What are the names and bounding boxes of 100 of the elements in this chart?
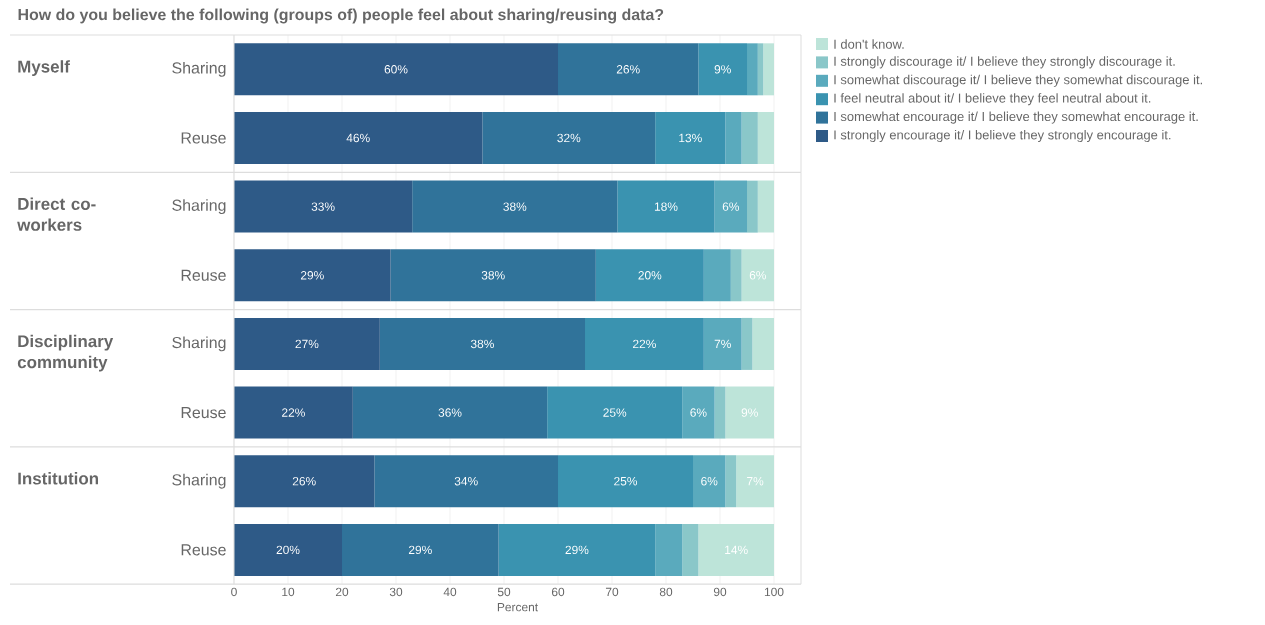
data-label: 34% xyxy=(454,477,478,486)
bar xyxy=(617,180,715,233)
bar xyxy=(747,43,758,96)
y-tick-label: Reuse xyxy=(181,544,226,556)
data-label: 32% xyxy=(557,133,581,143)
data-label: 6% xyxy=(690,408,707,417)
data-label: 38% xyxy=(470,339,494,349)
data-label: 14% xyxy=(725,545,748,555)
bar xyxy=(693,455,726,508)
x-tick-label: 30 xyxy=(389,587,403,597)
bar xyxy=(703,249,731,302)
bar xyxy=(234,249,391,302)
bar xyxy=(374,455,558,508)
y-tick-label: Sharing xyxy=(172,336,226,352)
bar xyxy=(752,317,775,370)
data-label: 25% xyxy=(614,477,638,486)
chart-title: How do you believe the following (groups of) people feel about sharing/reusing data? xyxy=(18,8,664,24)
legend-label: I somewhat discourage it/ I believe they somewhat discourage it. xyxy=(834,74,1202,87)
data-label: 20% xyxy=(638,271,662,280)
bar xyxy=(352,386,548,439)
bar xyxy=(682,523,699,576)
bar xyxy=(725,386,775,439)
data-label: 22% xyxy=(633,339,656,349)
bar xyxy=(736,455,775,508)
bar xyxy=(703,317,742,370)
bar xyxy=(655,523,683,576)
y-tick-label: Sharing xyxy=(172,61,226,77)
legend-label: I don't know. xyxy=(834,39,904,49)
bar xyxy=(741,317,753,370)
data-label: 6% xyxy=(701,477,718,486)
y-axis-title: Institution xyxy=(18,472,98,485)
bar xyxy=(714,386,726,439)
bar xyxy=(714,180,748,233)
bar xyxy=(757,111,775,164)
bar xyxy=(747,180,758,233)
data-label: 26% xyxy=(616,65,640,74)
bar xyxy=(682,386,715,439)
data-label: 25% xyxy=(603,408,627,417)
bar xyxy=(558,455,694,508)
data-label: 7% xyxy=(747,477,764,486)
bar xyxy=(234,523,342,576)
x-axis-title: Percent xyxy=(497,603,539,612)
data-label: 6% xyxy=(722,202,740,211)
bar xyxy=(412,180,618,233)
data-label: 29% xyxy=(565,545,589,555)
bar xyxy=(585,317,704,370)
legend-label: I strongly discourage it/ I believe they strongly discourage it. xyxy=(834,56,1175,69)
data-label: 22% xyxy=(282,408,305,417)
bar xyxy=(342,523,499,576)
data-label: 20% xyxy=(276,545,300,555)
bar xyxy=(390,249,596,302)
bar xyxy=(234,455,375,508)
data-label: 38% xyxy=(481,271,505,280)
data-label: 27% xyxy=(295,339,319,349)
x-tick-label: 50 xyxy=(497,587,511,597)
bar xyxy=(558,43,699,96)
bar xyxy=(730,249,742,302)
bar xyxy=(379,317,586,370)
data-label: 38% xyxy=(503,202,527,211)
data-label: 33% xyxy=(311,202,335,211)
legend-label: I feel neutral about it/ I believe they feel neutral about it. xyxy=(834,93,1151,106)
y-tick-label: Reuse xyxy=(181,407,226,419)
legend-label: I strongly encourage it/ I believe they strongly encourage it. xyxy=(834,129,1171,143)
bar xyxy=(763,43,775,96)
y-axis-title: Direct co-workers xyxy=(17,197,96,231)
bar xyxy=(757,43,764,96)
x-tick-label: 10 xyxy=(282,587,295,597)
bar xyxy=(725,111,742,164)
y-tick-label: Sharing xyxy=(172,199,226,215)
x-tick-label: 70 xyxy=(605,587,619,597)
data-label: 46% xyxy=(346,133,370,143)
y-axis-title: Myself xyxy=(18,60,70,76)
x-tick-label: 40 xyxy=(443,587,457,597)
bar xyxy=(234,180,413,233)
data-label: 26% xyxy=(292,477,316,486)
data-label: 36% xyxy=(438,408,462,417)
bar xyxy=(655,111,726,164)
bar xyxy=(698,523,775,576)
bar xyxy=(741,249,775,302)
bar xyxy=(234,43,558,96)
x-tick-label: 100 xyxy=(764,587,784,597)
x-tick-label: 0 xyxy=(231,587,237,597)
data-label: 6% xyxy=(749,271,767,280)
legend-label: I somewhat encourage it/ I believe they somewhat encourage it. xyxy=(834,111,1198,124)
data-label: 9% xyxy=(714,65,731,74)
bar xyxy=(595,249,704,302)
data-label: 9% xyxy=(741,408,758,417)
x-tick-label: 60 xyxy=(551,587,565,597)
y-tick-label: Sharing xyxy=(172,473,226,489)
bar xyxy=(498,523,656,576)
bar xyxy=(234,111,483,164)
bar xyxy=(482,111,656,164)
data-label: 13% xyxy=(679,133,702,143)
data-label: 60% xyxy=(384,65,408,74)
x-tick-label: 20 xyxy=(335,587,349,597)
data-label: 29% xyxy=(408,545,432,555)
bar xyxy=(741,111,758,164)
y-axis-title: Disciplinary community xyxy=(17,334,114,372)
y-tick-label: Reuse xyxy=(181,269,226,281)
data-label: 7% xyxy=(714,339,731,349)
